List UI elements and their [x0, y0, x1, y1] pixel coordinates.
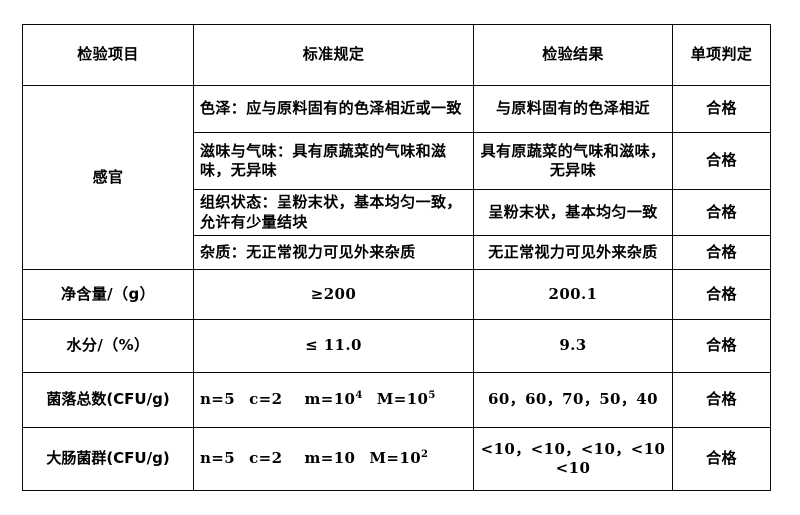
row-item-net-content: 净含量/（g） — [22, 269, 194, 320]
column-header-standard: 标准规定 — [193, 24, 474, 86]
row-standard-coliform: n=5 c=2 m=10 M=102 — [193, 427, 474, 491]
row-standard-flavor: 滋味与气味：具有原蔬菜的气味和滋味，无异味 — [193, 132, 474, 190]
row-verdict-texture: 合格 — [672, 189, 771, 236]
spec-M-exponent: 5 — [428, 390, 436, 402]
row-item-coliform: 大肠菌群(CFU/g) — [22, 427, 194, 491]
spec-n: n=5 — [200, 390, 236, 409]
table-row: 滋味与气味：具有原蔬菜的气味和滋味，无异味 具有原蔬菜的气味和滋味， 无异味 合… — [23, 132, 771, 190]
row-verdict-total-plate-count: 合格 — [672, 372, 771, 428]
row-result-total-plate-count: 60，60，70，50，40 — [473, 372, 673, 428]
row-result-moisture: 9.3 — [473, 319, 673, 373]
spec-m: m=10 — [304, 390, 356, 409]
table-row: 菌落总数(CFU/g) n=5 c=2 m=104 M=105 60，60，70，50… — [22, 372, 771, 428]
row-verdict-impurity: 合格 — [672, 235, 771, 270]
table-header-row: 检验项目 标准规定 检验结果 单项判定 — [22, 24, 771, 86]
row-standard-total-plate-count: n=5 c=2 m=104 M=105 — [193, 372, 474, 428]
column-header-result: 检验结果 — [473, 24, 673, 86]
row-item-sensory: 感官 — [22, 85, 194, 270]
result-coliform-line-2: <10 — [555, 459, 591, 477]
row-result-coliform: <10，<10，<10，<10 <10 — [473, 427, 673, 491]
spec-m: m=10 — [304, 449, 356, 468]
row-standard-moisture: ≤ 11.0 — [193, 319, 474, 373]
row-result-flavor: 具有原蔬菜的气味和滋味， 无异味 — [473, 132, 673, 190]
row-verdict-color: 合格 — [672, 85, 771, 133]
spec-M: M=10 — [369, 449, 422, 468]
row-verdict-coliform: 合格 — [672, 427, 771, 491]
row-verdict-moisture: 合格 — [672, 319, 771, 373]
spec-c: c=2 — [249, 390, 283, 409]
row-verdict-flavor: 合格 — [672, 132, 771, 190]
column-header-item: 检验项目 — [22, 24, 194, 86]
row-item-total-plate-count: 菌落总数(CFU/g) — [22, 372, 194, 428]
inspection-table-container: 检验项目 标准规定 检验结果 单项判定 感官 色泽：应与原料固有的色泽相近或一致… — [22, 24, 771, 491]
table-row: 净含量/（g） ≥200 200.1 合格 — [22, 269, 771, 320]
table-row: 感官 色泽：应与原料固有的色泽相近或一致 与原料固有的色泽相近 合格 — [22, 85, 771, 270]
row-result-color: 与原料固有的色泽相近 — [473, 85, 673, 133]
spec-c: c=2 — [249, 449, 283, 468]
spec-m-exponent: 4 — [355, 390, 363, 402]
table-row: 大肠菌群(CFU/g) n=5 c=2 m=10 M=102 <10，<10，<10，… — [22, 427, 771, 491]
spec-M: M=10 — [376, 390, 429, 409]
result-flavor-line-1: 具有原蔬菜的气味和滋味， — [480, 141, 666, 160]
spec-M-exponent: 2 — [421, 449, 429, 461]
row-verdict-net-content: 合格 — [672, 269, 771, 320]
row-result-impurity: 无正常视力可见外来杂质 — [473, 235, 673, 270]
table-row: 组织状态：呈粉末状，基本均匀一致，允许有少量结块 呈粉末状，基本均匀一致 合格 — [23, 189, 771, 236]
row-standard-net-content: ≥200 — [193, 269, 474, 320]
row-result-net-content: 200.1 — [473, 269, 673, 320]
column-header-verdict: 单项判定 — [672, 24, 771, 86]
row-result-texture: 呈粉末状，基本均匀一致 — [473, 189, 673, 236]
row-standard-color: 色泽：应与原料固有的色泽相近或一致 — [193, 85, 474, 133]
row-item-moisture: 水分/（%） — [22, 319, 194, 373]
table-row: 杂质：无正常视力可见外来杂质 无正常视力可见外来杂质 合格 — [23, 235, 771, 270]
result-coliform-line-1: <10，<10，<10，<10 — [480, 439, 666, 458]
row-standard-texture: 组织状态：呈粉末状，基本均匀一致，允许有少量结块 — [193, 189, 474, 236]
table-row: 水分/（%） ≤ 11.0 9.3 合格 — [22, 319, 771, 373]
spec-n: n=5 — [200, 449, 236, 468]
row-standard-impurity: 杂质：无正常视力可见外来杂质 — [193, 235, 474, 270]
inspection-result-table: 检验项目 标准规定 检验结果 单项判定 感官 色泽：应与原料固有的色泽相近或一致… — [22, 24, 771, 491]
result-flavor-line-2: 无异味 — [549, 161, 597, 179]
